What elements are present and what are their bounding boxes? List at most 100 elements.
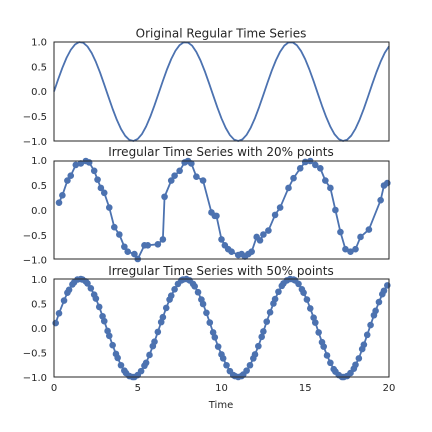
- data-point: [199, 300, 207, 308]
- data-point: [55, 310, 63, 317]
- data-point: [97, 184, 105, 192]
- panel-title: Original Regular Time Series: [136, 27, 307, 41]
- data-point: [323, 352, 331, 359]
- data-point: [327, 184, 334, 192]
- data-point: [171, 172, 178, 179]
- y-axis-ticks: 1.0 0.5 0.0 −0.5 −1.0: [23, 156, 47, 267]
- data-point: [246, 361, 254, 369]
- y-tick-label: −0.5: [23, 231, 47, 242]
- data-point: [162, 304, 170, 312]
- data-point: [159, 313, 167, 321]
- y-tick-label: 0.0: [31, 87, 47, 98]
- y-tick-label: 1.0: [31, 38, 47, 49]
- data-point: [312, 161, 319, 169]
- data-point: [167, 177, 175, 184]
- data-point: [203, 309, 210, 317]
- data-point: [111, 223, 118, 231]
- data-point: [384, 282, 391, 289]
- series-line: [53, 41, 390, 142]
- data-point: [90, 167, 98, 175]
- data-point: [60, 297, 68, 304]
- data-point: [352, 245, 359, 253]
- data-point: [214, 343, 222, 350]
- y-tick-label: 0.5: [31, 181, 47, 192]
- data-point: [151, 338, 158, 346]
- data-point: [332, 206, 339, 214]
- data-point: [315, 329, 322, 336]
- data-point: [285, 184, 292, 192]
- data-point: [100, 317, 108, 325]
- x-tick-label: 15: [299, 383, 312, 394]
- y-tick-label: 1.0: [31, 156, 47, 167]
- data-point: [171, 285, 178, 293]
- data-point: [248, 248, 255, 255]
- panel-title: Irregular Time Series with 50% points: [108, 264, 334, 278]
- x-tick-label: 0: [51, 383, 57, 394]
- data-point: [223, 361, 230, 369]
- y-tick-label: 0.5: [31, 63, 47, 74]
- data-point: [87, 285, 95, 292]
- data-point: [218, 236, 225, 243]
- y-tick-label: −0.5: [23, 112, 47, 123]
- y-tick-label: −1.0: [23, 137, 47, 148]
- data-point: [52, 319, 59, 327]
- y-tick-label: −1.0: [23, 256, 47, 267]
- data-point: [260, 231, 267, 238]
- data-point: [114, 354, 121, 362]
- data-point: [296, 165, 304, 172]
- data-point: [276, 204, 284, 211]
- data-point: [375, 298, 383, 306]
- data-point: [384, 179, 391, 187]
- y-tick-label: 1.0: [31, 275, 47, 286]
- data-point: [228, 248, 235, 255]
- data-point: [347, 248, 354, 255]
- data-point: [355, 355, 363, 362]
- data-point: [290, 174, 297, 182]
- data-point: [295, 280, 302, 288]
- data-point: [275, 288, 282, 296]
- data-point: [337, 228, 344, 236]
- x-tick-label: 20: [383, 383, 396, 394]
- data-point: [142, 359, 150, 367]
- y-axis-ticks: 1.0 0.5 0.0 −0.5 −1.0: [23, 275, 47, 384]
- panel-irregular-20: Irregular Time Series with 20% points 1.…: [23, 145, 391, 267]
- data-point: [194, 288, 202, 296]
- plot-frame: [53, 278, 390, 378]
- data-point: [116, 231, 123, 238]
- plot-frame: [53, 41, 390, 142]
- y-tick-label: −1.0: [23, 373, 47, 384]
- data-point: [251, 351, 259, 358]
- x-axis-label: Time: [208, 400, 233, 411]
- data-point: [55, 199, 63, 206]
- data-point: [167, 292, 175, 299]
- panel-original: Original Regular Time Series 1.0 0.5 0.0…: [23, 27, 390, 149]
- data-point: [100, 189, 108, 197]
- data-point: [360, 341, 368, 348]
- data-point: [199, 177, 207, 184]
- data-point: [176, 167, 183, 175]
- panel-irregular-50: Irregular Time Series with 50% points 1.…: [23, 264, 396, 411]
- data-point: [72, 161, 80, 169]
- y-tick-label: 0.0: [31, 206, 47, 217]
- data-point: [105, 332, 113, 340]
- data-point: [377, 196, 384, 204]
- data-point: [154, 328, 162, 336]
- data-point: [144, 241, 152, 249]
- data-point: [137, 367, 145, 375]
- data-point: [256, 237, 264, 244]
- data-point: [263, 318, 271, 325]
- data-point: [211, 334, 219, 341]
- data-point: [271, 295, 279, 303]
- data-point: [188, 160, 195, 167]
- data-point: [84, 280, 91, 287]
- data-point: [92, 295, 100, 302]
- data-point: [105, 204, 113, 211]
- data-point: [260, 328, 267, 335]
- series-layer: [53, 41, 390, 142]
- y-axis-ticks: 1.0 0.5 0.0 −0.5 −1.0: [23, 38, 47, 149]
- data-point: [365, 226, 373, 233]
- data-point: [367, 321, 374, 329]
- data-point: [213, 212, 220, 220]
- data-point: [85, 159, 93, 166]
